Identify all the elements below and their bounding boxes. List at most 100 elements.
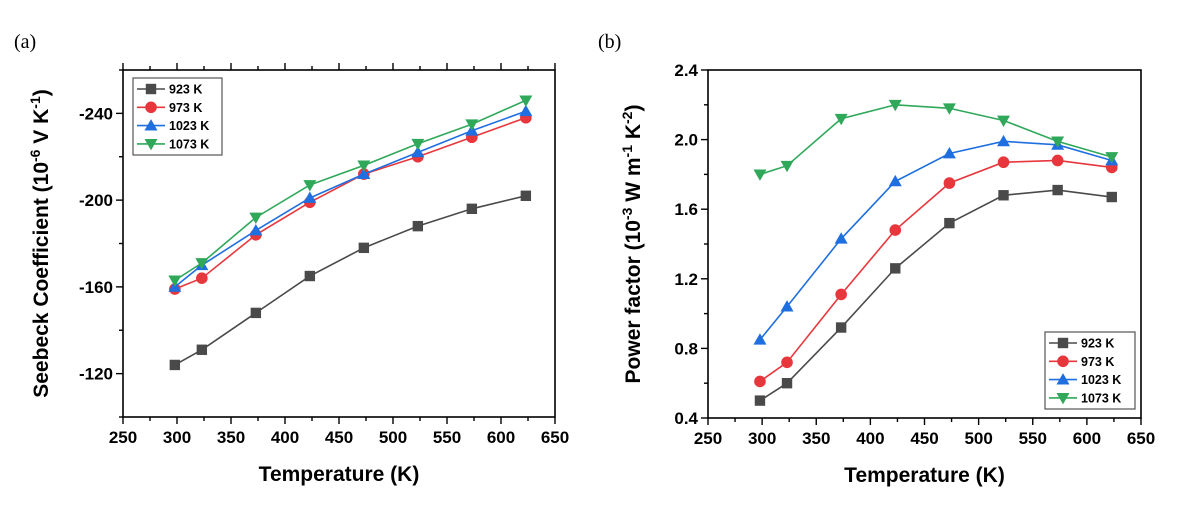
y-tick-label: 2.4 xyxy=(674,61,698,80)
data-point xyxy=(997,134,1011,147)
legend-label: 973 K xyxy=(169,101,202,115)
data-point xyxy=(196,344,208,355)
data-point xyxy=(997,115,1011,127)
legend-item: 1073 K xyxy=(1049,391,1121,405)
data-point xyxy=(357,160,371,172)
x-tick-label: 600 xyxy=(487,428,515,447)
legend-marker xyxy=(1057,337,1069,349)
x-tick-label: 250 xyxy=(694,429,722,448)
data-point xyxy=(888,99,902,112)
data-point xyxy=(942,147,956,159)
y-axis-title-part: Power factor (10 xyxy=(622,220,645,383)
data-point xyxy=(1051,136,1065,148)
x-tick-label: 250 xyxy=(109,428,137,447)
x-tick-label: 300 xyxy=(748,429,776,448)
legend-item: 1023 K xyxy=(137,119,209,133)
x-tick-label: 550 xyxy=(433,428,461,447)
y-axis-title-part: ) xyxy=(30,89,53,96)
series-1073k xyxy=(753,99,1119,181)
data-point xyxy=(998,190,1009,201)
y-axis-title-superscript: -6 xyxy=(27,149,43,162)
legend-item: 973 K xyxy=(137,101,202,115)
data-point xyxy=(889,224,902,236)
y-axis-title-part: Seebeck Coefficient (10 xyxy=(30,162,53,398)
x-tick-label: 500 xyxy=(379,428,407,447)
legend-marker xyxy=(144,139,158,151)
legend: 923 K 973 K 1023 K 1073 K xyxy=(132,77,223,156)
series-line xyxy=(174,99,527,282)
y-axis-title: Power factor (10-3 W m-1 K-2) xyxy=(619,105,645,384)
data-point xyxy=(781,378,793,389)
legend-marker xyxy=(145,83,157,95)
legend-item: 923 K xyxy=(1049,337,1114,351)
legend-marker xyxy=(145,101,157,114)
legend-item: 1023 K xyxy=(1049,373,1121,387)
data-point xyxy=(520,190,532,201)
data-point xyxy=(411,138,425,151)
data-point xyxy=(303,180,317,192)
x-tick-label: 600 xyxy=(1073,429,1101,448)
series-973k xyxy=(754,154,1118,388)
y-tick-label: 0.8 xyxy=(674,339,698,358)
x-tick-label: 300 xyxy=(163,428,191,447)
legend-marker xyxy=(144,119,158,131)
series-line xyxy=(759,159,1112,383)
series-line xyxy=(759,140,1112,341)
series-line xyxy=(174,195,527,366)
y-tick-label: 1.6 xyxy=(674,200,698,219)
legend-label: 923 K xyxy=(1081,337,1114,351)
data-point xyxy=(519,104,533,117)
data-point xyxy=(303,191,317,203)
y-axis-title: Seebeck Coefficient (10-6 V K-1) xyxy=(27,89,53,398)
data-point xyxy=(1052,184,1063,196)
data-point xyxy=(249,212,263,224)
data-point xyxy=(944,217,955,229)
series-1073k xyxy=(168,95,533,287)
data-point xyxy=(1106,191,1117,203)
data-point xyxy=(1105,152,1119,164)
x-tick-label: 550 xyxy=(1019,429,1047,448)
legend-item: 923 K xyxy=(137,83,202,97)
data-point xyxy=(1051,154,1064,167)
y-axis-title-superscript: -3 xyxy=(619,207,635,220)
data-point xyxy=(358,242,370,254)
y-tick-label: -120 xyxy=(79,365,113,384)
data-point xyxy=(519,95,533,107)
data-point xyxy=(466,203,478,214)
data-point xyxy=(890,263,901,274)
panel-label: (b) xyxy=(598,31,621,53)
data-point xyxy=(781,356,793,369)
data-point xyxy=(835,288,847,301)
y-tick-label: -240 xyxy=(79,104,113,123)
data-point xyxy=(888,174,902,187)
data-point xyxy=(250,307,262,319)
x-tick-label: 450 xyxy=(910,429,938,448)
legend-label: 1073 K xyxy=(1081,391,1121,405)
x-tick-label: 650 xyxy=(541,428,569,447)
x-tick-label: 500 xyxy=(964,429,992,448)
series-1023k xyxy=(168,104,533,292)
data-point xyxy=(754,375,766,388)
data-point xyxy=(195,258,209,270)
legend-label: 1023 K xyxy=(1081,373,1121,387)
x-tick-label: 450 xyxy=(325,428,353,447)
y-axis-title-part: ) xyxy=(622,105,645,112)
legend-label: 973 K xyxy=(1081,355,1114,369)
series-line xyxy=(174,116,527,290)
y-tick-label: 2.0 xyxy=(674,131,698,150)
data-point xyxy=(997,156,1010,169)
data-point xyxy=(834,113,848,126)
y-axis-title-part: K xyxy=(622,124,645,145)
y-tick-label: 1.2 xyxy=(674,270,698,289)
series-line xyxy=(759,189,1112,402)
legend: 923 K 973 K 1023 K 1073 K xyxy=(1044,331,1136,410)
data-point xyxy=(196,272,208,285)
x-axis-title: Temperature (K) xyxy=(844,464,1005,487)
legend-label: 1023 K xyxy=(169,119,209,133)
legend-item: 973 K xyxy=(1049,355,1114,369)
data-point xyxy=(835,322,847,333)
series-1023k xyxy=(753,134,1119,345)
y-axis-title-superscript: -2 xyxy=(619,111,635,124)
y-axis-title-part: V K xyxy=(30,109,53,150)
